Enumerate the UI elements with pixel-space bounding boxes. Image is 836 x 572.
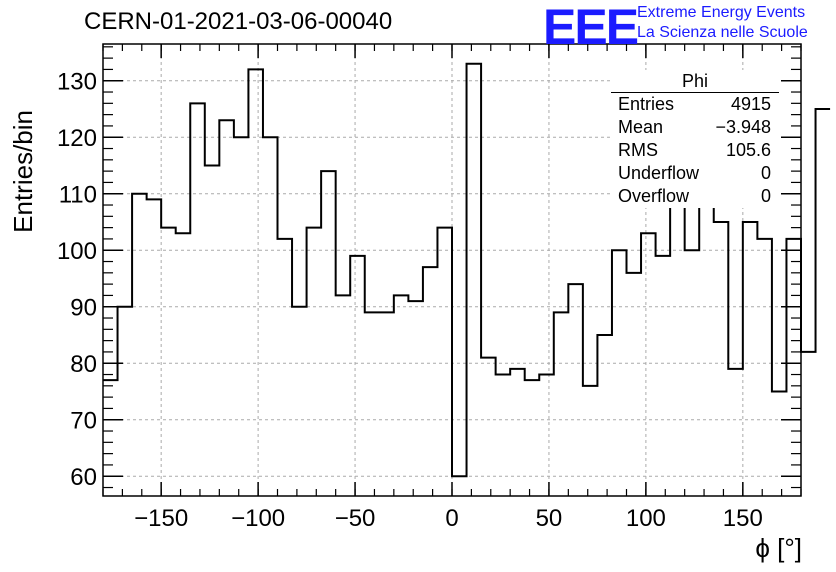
logo-line-2: La Scienza nelle Scuole [637, 24, 808, 41]
stats-row-entries: Entries 4915 [611, 93, 779, 116]
stats-box: Phi Entries 4915 Mean −3.948 RMS 105.6 U… [611, 70, 779, 208]
y-tick-label: 120 [57, 125, 97, 152]
x-tick-label: 50 [536, 505, 563, 532]
y-tick-label: 70 [70, 408, 97, 435]
y-tick-label: 60 [70, 464, 97, 491]
stats-title: Phi [611, 70, 779, 93]
stats-label: Overflow [618, 186, 690, 206]
stats-row-underflow: Underflow 0 [611, 162, 779, 185]
x-tick-label: −50 [335, 505, 376, 532]
stats-row-rms: RMS 105.6 [611, 139, 779, 162]
eee-logo-text: Extreme Energy Events La Scienza nelle S… [637, 3, 808, 43]
stats-value: −3.948 [715, 117, 771, 137]
x-tick-label: 0 [445, 505, 458, 532]
y-tick-label: 130 [57, 69, 97, 96]
y-tick-label: 110 [59, 182, 97, 209]
y-tick-label: 90 [70, 295, 97, 322]
stats-label: RMS [618, 140, 658, 160]
tick-labels: −150 −100 −50 0 50 100 150 60 70 80 90 100 110 120 130 [57, 69, 763, 532]
x-tick-label: −100 [231, 505, 285, 532]
stats-row-overflow: Overflow 0 [611, 185, 779, 208]
x-tick-label: 150 [723, 505, 763, 532]
stats-label: Mean [618, 117, 664, 137]
stats-label: Entries [618, 94, 675, 114]
stats-row-mean: Mean −3.948 [611, 116, 779, 139]
stats-value: 4915 [730, 94, 771, 114]
stats-label: Underflow [618, 163, 700, 183]
x-axis-label: ϕ [°] [755, 533, 802, 563]
stats-value: 0 [760, 163, 771, 183]
eee-logo: EEE [543, 0, 639, 55]
y-tick-label: 100 [57, 238, 97, 265]
plot-title: CERN-01-2021-03-06-00040 [84, 8, 393, 35]
logo-line-1: Extreme Energy Events [637, 4, 806, 21]
x-tick-label: 100 [626, 505, 666, 532]
stats-value: 105.6 [725, 140, 771, 160]
y-axis-label: Entries/bin [8, 110, 38, 233]
axis-ticks [102, 44, 802, 496]
stats-value: 0 [760, 186, 771, 206]
x-tick-label: −150 [134, 505, 188, 532]
y-tick-label: 80 [70, 351, 97, 378]
